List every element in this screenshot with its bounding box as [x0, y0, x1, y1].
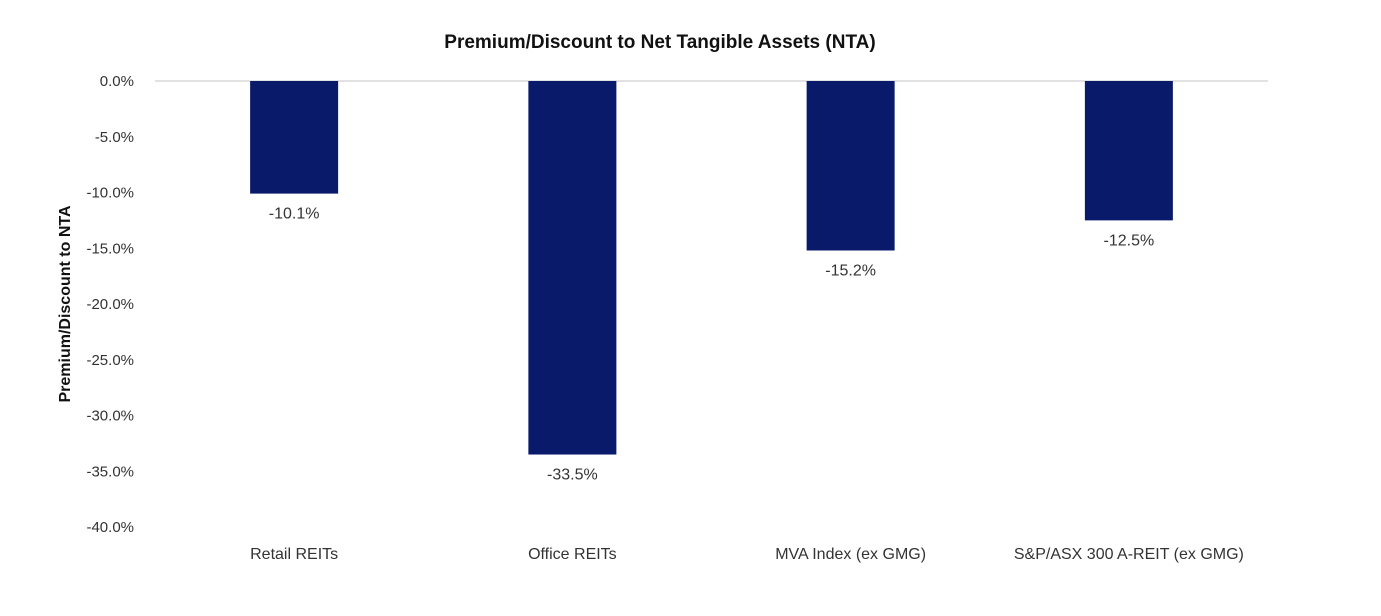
bar — [806, 81, 895, 251]
bar-data-label: -10.1% — [269, 206, 320, 223]
data-labels-group: -10.1% -33.5% -15.2% -12.5% — [269, 206, 1154, 484]
x-axis-category-labels: Retail REITs Office REITs MVA Index (ex GM… — [250, 546, 1244, 563]
y-axis-ticks: 0.0% -5.0% -10.0% -15.0% -20.0% -25.0% -30.0% -… — [86, 73, 134, 536]
y-tick-label: -10.0% — [86, 185, 134, 202]
y-tick-label: -40.0% — [86, 519, 134, 536]
bars-group — [250, 81, 1173, 455]
x-category-label: S&P/ASX 300 A-REIT (ex GMG) — [1014, 546, 1244, 563]
bar — [250, 81, 339, 194]
y-tick-label: -15.0% — [86, 240, 134, 257]
y-tick-label: 0.0% — [100, 73, 134, 90]
y-tick-label: -30.0% — [86, 408, 134, 425]
x-category-label: Office REITs — [528, 546, 617, 563]
x-category-label: Retail REITs — [250, 546, 338, 563]
bar-data-label: -12.5% — [1104, 232, 1155, 249]
y-tick-label: -25.0% — [86, 352, 134, 369]
chart-title: Premium/Discount to Net Tangible Assets … — [444, 32, 876, 53]
y-tick-label: -5.0% — [95, 129, 134, 146]
bar-data-label: -33.5% — [547, 467, 598, 484]
y-tick-label: -35.0% — [86, 463, 134, 480]
bar — [528, 81, 617, 455]
bar-data-label: -15.2% — [825, 262, 876, 279]
y-axis-label: Premium/Discount to NTA — [57, 205, 74, 402]
x-category-label: MVA Index (ex GMG) — [775, 546, 926, 563]
bar — [1084, 81, 1173, 221]
y-tick-label: -20.0% — [86, 296, 134, 313]
